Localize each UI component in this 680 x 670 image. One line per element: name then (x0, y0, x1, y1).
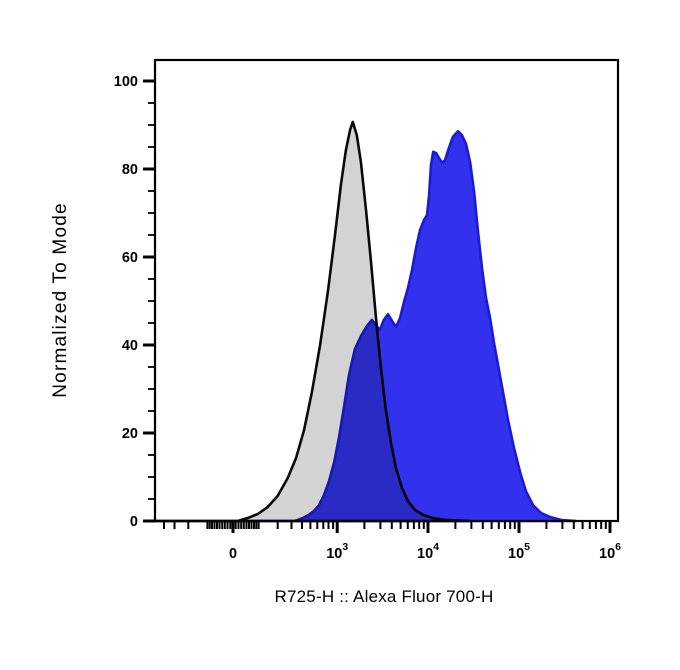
x-tick-label: 0 (229, 546, 237, 562)
y-tick-label: 40 (122, 338, 138, 354)
x-axis-ticks (163, 521, 612, 533)
x-tick-label: 104 (417, 541, 439, 562)
y-tick-label: 20 (122, 426, 138, 442)
x-tick-label: 103 (326, 541, 348, 562)
x-axis-tick-labels: 0 103 104 105 106 (229, 541, 621, 562)
y-tick-label: 0 (130, 514, 138, 530)
blue-filled-histogram (153, 129, 578, 523)
histogram-curves (153, 120, 578, 523)
x-tick-label: 105 (508, 541, 530, 562)
y-axis-ticks (143, 79, 155, 523)
x-axis-title: R725-H :: Alexa Fluor 700-H (275, 587, 494, 606)
x-tick-label: 106 (599, 541, 621, 562)
plot-border (153, 58, 620, 523)
y-axis-tick-labels: 0 20 40 60 80 100 (114, 74, 138, 530)
y-tick-label: 100 (114, 74, 138, 90)
y-axis-title: Normalized To Mode (50, 202, 71, 398)
plot-frame (153, 58, 620, 523)
y-tick-label: 60 (122, 250, 138, 266)
y-tick-label: 80 (122, 162, 138, 178)
